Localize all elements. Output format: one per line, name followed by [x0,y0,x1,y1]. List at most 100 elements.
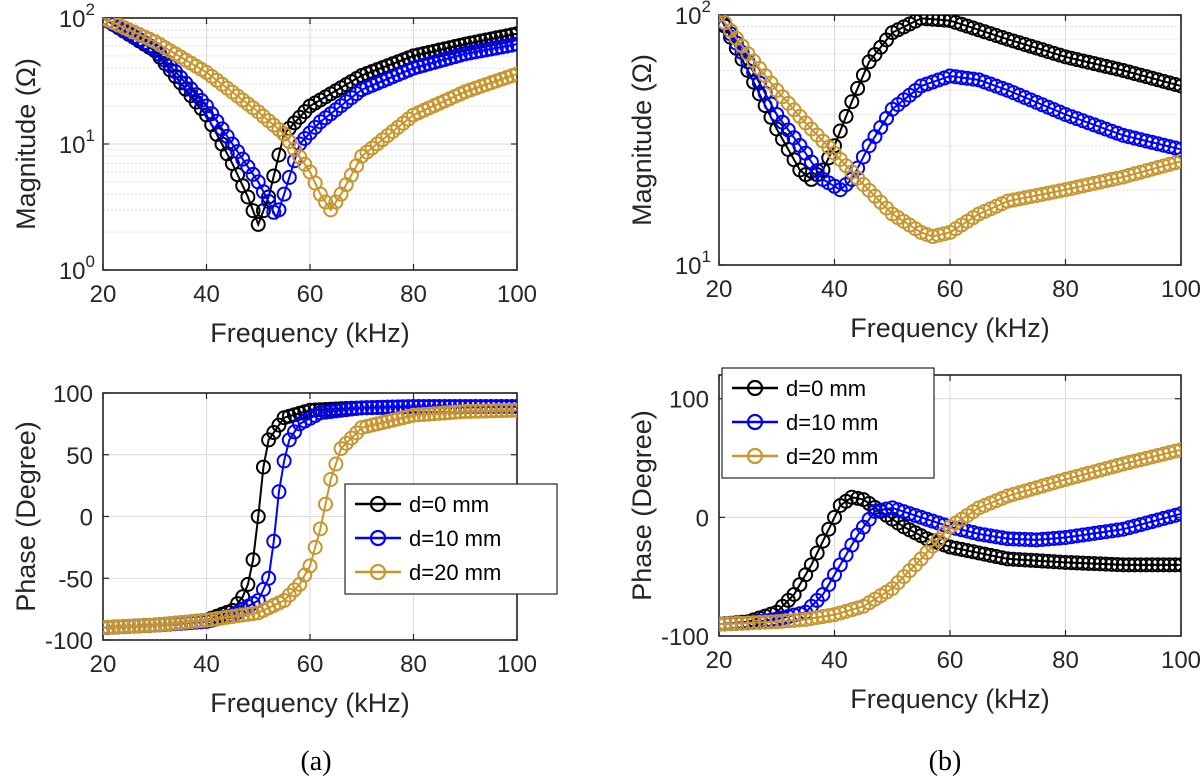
data-point [1167,507,1181,523]
data-point [478,403,494,419]
data-point [1173,78,1181,94]
x-tick-label: 60 [937,647,964,674]
x-axis-label: Frequency (kHz) [210,318,410,348]
y-axis-label: Phase (Degree) [627,410,657,601]
data-point [1052,554,1068,570]
y-tick-label: 100 [53,381,93,408]
x-tick-label: 60 [937,276,964,303]
data-point [913,15,929,26]
data-point [499,38,515,54]
data-point [354,400,370,416]
data-point [798,611,814,627]
data-point [178,614,194,630]
data-point [209,611,225,627]
data-point [286,424,302,440]
data-point [302,558,318,574]
legend-swatch-marker [369,529,387,547]
y-tick-label: -100 [45,628,93,655]
legend-label: d=10 mm [786,410,878,435]
data-point [1092,556,1108,572]
x-tick-label: 80 [1052,276,1079,303]
data-point [126,618,142,634]
data-point [1144,557,1160,573]
y-tick-label: -100 [661,624,709,651]
data-point [821,521,837,537]
data-point [1167,155,1181,171]
data-point [1086,525,1102,541]
data-point [157,616,173,632]
y-tick-label: -50 [58,566,93,593]
data-point [271,484,287,500]
data-point [312,521,328,537]
data-point [1040,553,1056,569]
x-tick-label: 100 [497,281,537,308]
data-point [734,615,750,631]
data-point [323,471,339,487]
data-point [312,405,328,421]
data-point [1075,527,1091,543]
data-point [509,66,517,82]
data-point [416,399,432,415]
series-d-20-mm [719,15,1181,245]
data-point [359,400,375,416]
data-point [925,15,941,27]
data-point [307,539,323,555]
data-point [323,202,339,218]
chart-b_mag: 20 40 60 80 100 101 102 Frequency (kHz) Magnitud… [627,0,1200,343]
data-point [483,403,499,419]
data-point [809,545,825,561]
data-point [1011,552,1027,568]
data-point [827,509,842,525]
data-point [1046,554,1062,570]
data-point [103,619,116,635]
data-point [1058,554,1073,570]
data-point [281,587,297,603]
data-point [292,149,308,165]
data-point [809,609,825,625]
data-point [281,432,297,448]
data-point [1127,557,1143,573]
data-point [245,166,261,182]
data-point [855,67,871,83]
data-point [318,496,334,512]
data-point [815,609,831,625]
data-point [1098,556,1114,572]
data-point [988,529,1004,545]
legend: d=0 mm d=10 mm d=20 mm [721,367,935,479]
data-point [942,68,958,84]
x-axis-label: Frequency (kHz) [850,313,1050,343]
data-point [240,606,256,622]
data-point [333,441,349,457]
data-point [1115,557,1131,573]
data-point [1092,525,1108,541]
x-tick-label: 40 [821,276,848,303]
data-point [1006,551,1022,567]
chart-a_phase: 20 40 60 80 100 -100 -50 0 50 100 Frequency (kHz) P… [11,381,558,718]
data-point [188,613,204,629]
data-point [509,26,517,42]
data-point [1150,557,1166,573]
data-point [1173,153,1181,169]
data-point [1133,557,1149,573]
data-point [473,43,489,59]
y-axis-label: Magnitude (Ω) [627,54,657,226]
data-point [468,44,484,60]
series-d-20-mm [103,18,517,218]
data-point [193,613,209,629]
data-point [364,400,380,416]
data-point [369,399,385,415]
data-point [504,402,517,418]
data-point [271,147,287,163]
data-point [1098,524,1114,540]
data-point [1173,506,1181,522]
data-point [792,612,808,628]
data-point [786,612,802,628]
data-point [261,432,277,448]
data-point [1121,557,1137,573]
data-point [457,404,473,420]
data-point [1081,555,1097,571]
data-point [416,406,432,422]
data-point [328,456,344,472]
data-point [276,126,292,142]
data-point [1104,556,1120,572]
